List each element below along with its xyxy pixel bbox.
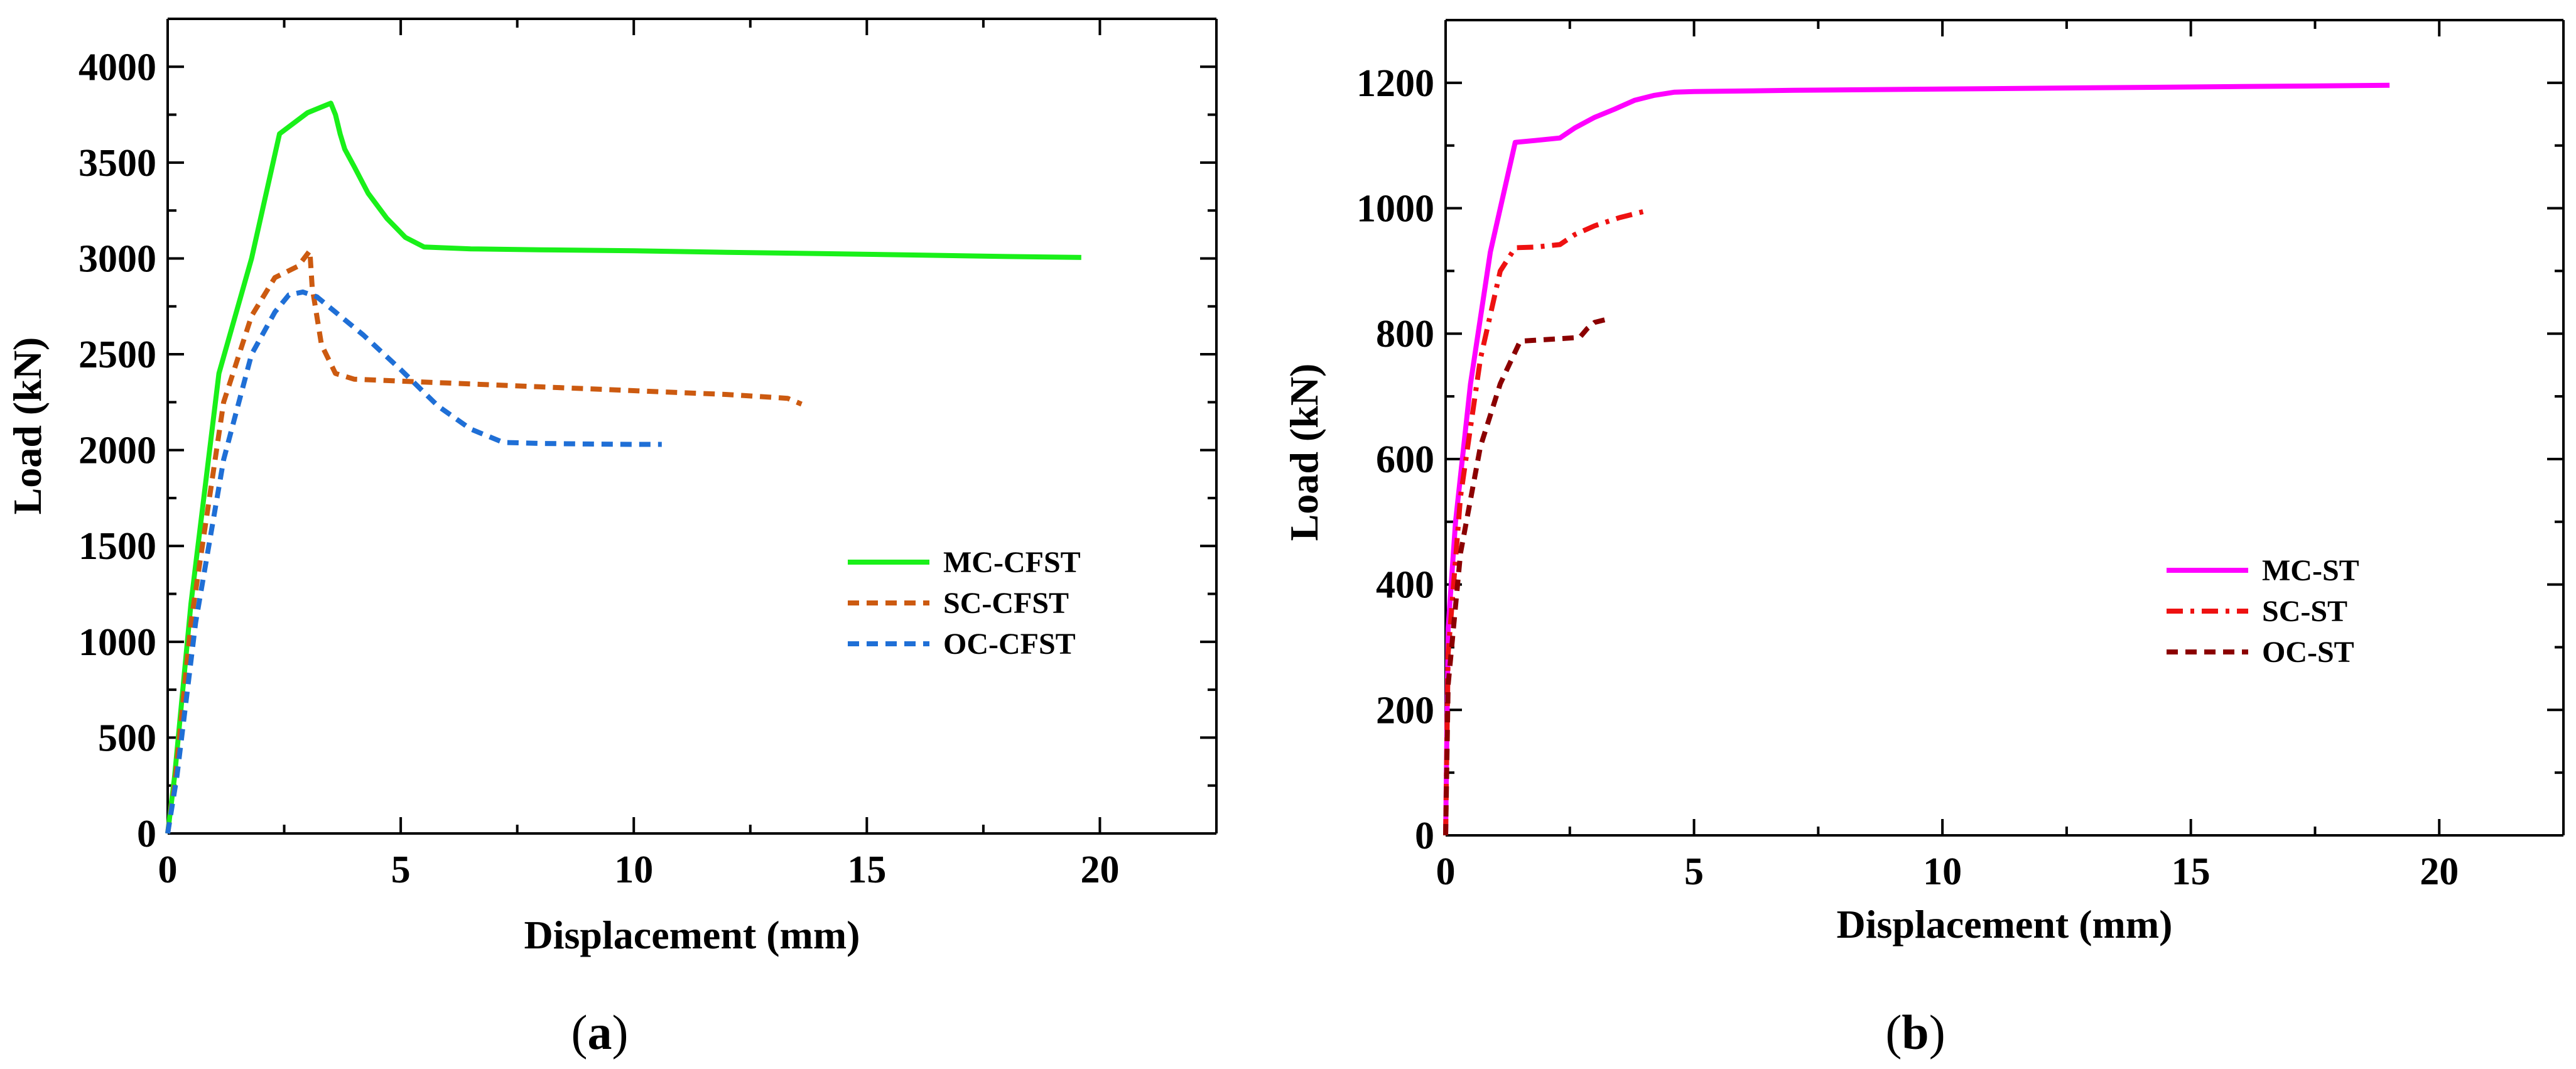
caption-a: (a) bbox=[571, 1005, 629, 1060]
x-tick-label: 0 bbox=[1436, 850, 1456, 893]
caption-letter-a: a bbox=[588, 1005, 612, 1060]
chart-panel-a: 0 5 10 15 20 0 500 1000 1500 2000 2500 3000 3500 4000… bbox=[5, 18, 1218, 1060]
caption-b: (b) bbox=[1885, 1005, 1945, 1060]
y-tick-label: 800 bbox=[1376, 313, 1434, 355]
tick-labels-a: 0 5 10 15 20 0 500 1000 1500 2000 2500 3000 3500 4000 bbox=[78, 46, 1119, 891]
y-tick-label: 1200 bbox=[1356, 62, 1434, 105]
legend-b: MC-ST SC-ST OC-ST bbox=[2167, 554, 2359, 669]
y-axis-title-a: Load (kN) bbox=[5, 337, 50, 515]
x-tick-label: 20 bbox=[2420, 850, 2459, 893]
y-tick-label: 3000 bbox=[78, 237, 156, 280]
caption-letter-b: b bbox=[1902, 1005, 1929, 1060]
x-axis-title-a: Displacement (mm) bbox=[524, 913, 860, 957]
legend-label-mc-st: MC-ST bbox=[2262, 554, 2359, 587]
x-axis-title-b: Displacement (mm) bbox=[1837, 902, 2173, 947]
legend-label-oc-st: OC-ST bbox=[2262, 636, 2354, 669]
y-tick-label: 600 bbox=[1376, 438, 1434, 481]
y-tick-label: 0 bbox=[1415, 815, 1434, 857]
series-line-oc-cfst bbox=[165, 289, 662, 834]
series-lines-b bbox=[1443, 82, 2390, 836]
y-tick-label: 3500 bbox=[78, 142, 156, 185]
y-tick-label: 200 bbox=[1376, 689, 1434, 732]
legend-a: MC-CFST SC-CFST OC-CFST bbox=[848, 546, 1081, 661]
y-tick-label: 2500 bbox=[78, 334, 156, 376]
y-tick-label: 1000 bbox=[1356, 188, 1434, 231]
legend-label-sc-st: SC-ST bbox=[2262, 595, 2347, 628]
y-tick-label: 400 bbox=[1376, 564, 1434, 607]
x-tick-label: 15 bbox=[847, 849, 886, 891]
x-tick-label: 5 bbox=[391, 849, 411, 891]
x-tick-label: 10 bbox=[1923, 850, 1962, 893]
series-line-mc-st bbox=[1443, 82, 2390, 836]
x-tick-label: 5 bbox=[1684, 850, 1704, 893]
x-tick-label: 0 bbox=[158, 849, 178, 891]
series-line-oc-st bbox=[1443, 317, 1606, 836]
series-line-sc-cfst bbox=[165, 248, 803, 834]
series-line-mc-cfst bbox=[165, 100, 1081, 834]
y-tick-label: 1000 bbox=[78, 621, 156, 664]
series-line-sc-st bbox=[1443, 207, 1650, 836]
ticks-b bbox=[1444, 20, 2563, 837]
series-lines-a bbox=[165, 100, 1081, 834]
x-tick-label: 20 bbox=[1080, 849, 1119, 891]
y-axis-title-b: Load (kN) bbox=[1282, 364, 1326, 541]
y-tick-label: 1500 bbox=[78, 525, 156, 568]
y-tick-label: 500 bbox=[98, 717, 156, 759]
legend-label-sc-cfst: SC-CFST bbox=[943, 587, 1069, 620]
legend-label-mc-cfst: MC-CFST bbox=[943, 546, 1081, 579]
legend-label-oc-cfst: OC-CFST bbox=[943, 627, 1076, 661]
y-tick-label: 0 bbox=[137, 813, 156, 855]
ticks-a bbox=[166, 19, 1216, 835]
y-tick-label: 2000 bbox=[78, 430, 156, 472]
x-tick-label: 15 bbox=[2172, 850, 2211, 893]
x-tick-label: 10 bbox=[614, 849, 653, 891]
y-tick-label: 4000 bbox=[78, 46, 156, 89]
